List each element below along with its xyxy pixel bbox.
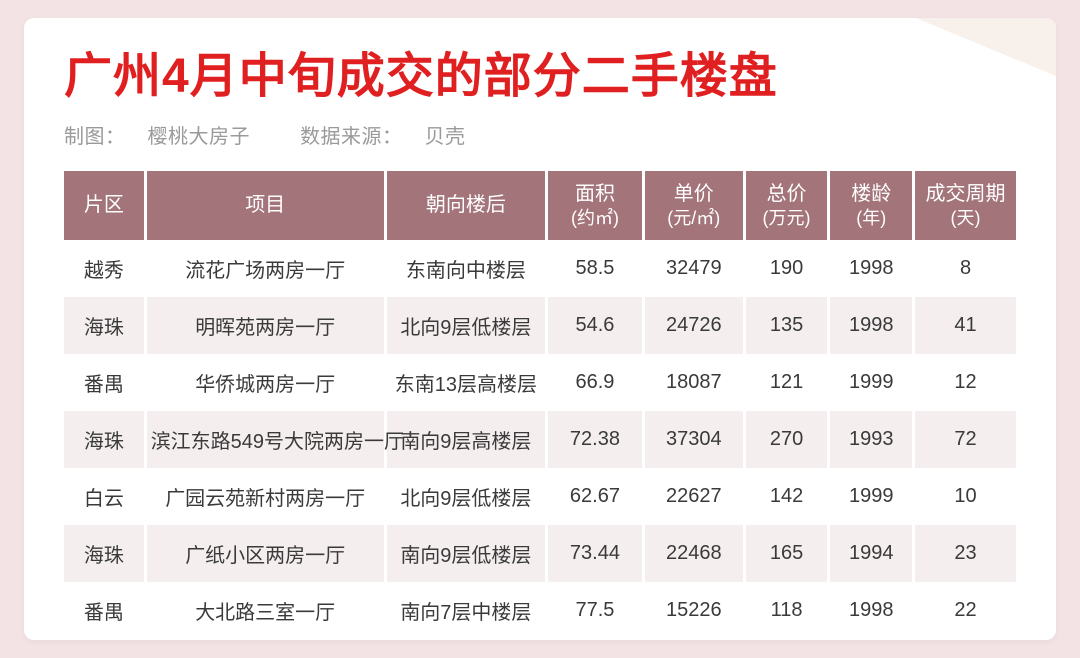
subtitle: 制图： 樱桃大房子 数据来源： 贝壳 [64, 120, 1016, 149]
table-cell: 广园云苑新村两房一厅 [147, 468, 387, 525]
table-cell: 41 [915, 297, 1016, 354]
table-row: 海珠广纸小区两房一厅南向9层低楼层73.4422468165199423 [64, 525, 1016, 582]
table-row: 海珠滨江东路549号大院两房一厅南向9层高楼层72.38373042701993… [64, 411, 1016, 468]
table-cell: 东南13层高楼层 [387, 354, 548, 411]
col-header-3: 面积(约㎡) [548, 171, 645, 240]
table-cell: 1998 [830, 582, 915, 639]
data-table-wrap: 片区项目朝向楼后面积(约㎡)单价(元/㎡)总价(万元)楼龄(年)成交周期(天) … [64, 171, 1016, 639]
table-cell: 北向9层低楼层 [387, 468, 548, 525]
table-cell: 135 [746, 297, 831, 354]
col-header-6: 楼龄(年) [830, 171, 915, 240]
table-cell: 118 [746, 582, 831, 639]
table-row: 海珠明晖苑两房一厅北向9层低楼层54.624726135199841 [64, 297, 1016, 354]
table-cell: 明晖苑两房一厅 [147, 297, 387, 354]
author-value: 樱桃大房子 [148, 126, 251, 148]
table-cell: 37304 [645, 411, 746, 468]
table-cell: 越秀 [64, 240, 147, 297]
table-cell: 广纸小区两房一厅 [147, 525, 387, 582]
table-cell: 1999 [830, 468, 915, 525]
table-cell: 15226 [645, 582, 746, 639]
table-body: 越秀流花广场两房一厅东南向中楼层58.53247919019988海珠明晖苑两房… [64, 240, 1016, 639]
author-label: 制图： [64, 126, 126, 148]
table-cell: 1994 [830, 525, 915, 582]
table-cell: 大北路三室一厅 [147, 582, 387, 639]
col-header-label: 项目 [245, 194, 285, 216]
table-cell: 62.67 [548, 468, 645, 525]
table-cell: 1998 [830, 240, 915, 297]
page-title: 广州4月中旬成交的部分二手楼盘 [64, 48, 1016, 106]
table-cell: 22627 [645, 468, 746, 525]
infographic-card: 广州4月中旬成交的部分二手楼盘 制图： 樱桃大房子 数据来源： 贝壳 片区 项目 朝向楼… [24, 18, 1056, 640]
col-header-sublabel: (约㎡) [552, 207, 638, 230]
table-cell: 165 [746, 525, 831, 582]
table-cell: 南向9层低楼层 [387, 525, 548, 582]
table-cell: 1993 [830, 411, 915, 468]
col-header-5: 总价(万元) [746, 171, 831, 240]
col-header-sublabel: (年) [834, 207, 908, 230]
table-cell: 72.38 [548, 411, 645, 468]
col-header-label: 楼龄 [851, 183, 891, 205]
col-header-label: 总价 [767, 183, 807, 205]
table-cell: 32479 [645, 240, 746, 297]
table-cell: 南向9层高楼层 [387, 411, 548, 468]
col-header-2: 朝向楼后 [387, 171, 548, 240]
table-cell: 华侨城两房一厅 [147, 354, 387, 411]
table-cell: 18087 [645, 354, 746, 411]
table-cell: 东南向中楼层 [387, 240, 548, 297]
col-header-label: 面积 [575, 183, 615, 205]
col-header-4: 单价(元/㎡) [645, 171, 746, 240]
table-cell: 77.5 [548, 582, 645, 639]
source-block: 数据来源： 贝壳 [300, 126, 488, 148]
table-cell: 8 [915, 240, 1016, 297]
table-cell: 66.9 [548, 354, 645, 411]
table-cell: 1998 [830, 297, 915, 354]
table-row: 番禺大北路三室一厅南向7层中楼层77.515226118199822 [64, 582, 1016, 639]
author-block: 制图： 樱桃大房子 [64, 126, 272, 148]
table-cell: 73.44 [548, 525, 645, 582]
table-row: 白云广园云苑新村两房一厅北向9层低楼层62.6722627142199910 [64, 468, 1016, 525]
table-cell: 58.5 [548, 240, 645, 297]
col-header-sublabel: (天) [919, 207, 1012, 230]
table-cell: 白云 [64, 468, 147, 525]
table-cell: 海珠 [64, 297, 147, 354]
col-header-sublabel: (万元) [750, 207, 824, 230]
table-cell: 番禺 [64, 354, 147, 411]
col-header-label: 朝向楼后 [426, 194, 506, 216]
table-cell: 23 [915, 525, 1016, 582]
table-cell: 190 [746, 240, 831, 297]
source-value: 贝壳 [425, 126, 466, 148]
table-cell: 流花广场两房一厅 [147, 240, 387, 297]
data-table: 片区项目朝向楼后面积(约㎡)单价(元/㎡)总价(万元)楼龄(年)成交周期(天) … [64, 171, 1016, 639]
col-header-1: 项目 [147, 171, 387, 240]
table-cell: 22468 [645, 525, 746, 582]
table-cell: 142 [746, 468, 831, 525]
table-cell: 滨江东路549号大院两房一厅 [147, 411, 387, 468]
table-cell: 121 [746, 354, 831, 411]
table-cell: 番禺 [64, 582, 147, 639]
table-row: 番禺华侨城两房一厅东南13层高楼层66.918087121199912 [64, 354, 1016, 411]
corner-accent [916, 18, 1056, 76]
col-header-label: 片区 [84, 194, 124, 216]
col-header-7: 成交周期(天) [915, 171, 1016, 240]
table-cell: 北向9层低楼层 [387, 297, 548, 354]
table-cell: 22 [915, 582, 1016, 639]
table-header: 片区项目朝向楼后面积(约㎡)单价(元/㎡)总价(万元)楼龄(年)成交周期(天) [64, 171, 1016, 240]
table-row: 越秀流花广场两房一厅东南向中楼层58.53247919019988 [64, 240, 1016, 297]
col-header-0: 片区 [64, 171, 147, 240]
table-cell: 10 [915, 468, 1016, 525]
table-cell: 12 [915, 354, 1016, 411]
table-cell: 南向7层中楼层 [387, 582, 548, 639]
table-cell: 海珠 [64, 525, 147, 582]
table-cell: 270 [746, 411, 831, 468]
col-header-sublabel: (元/㎡) [649, 207, 739, 230]
table-cell: 54.6 [548, 297, 645, 354]
table-cell: 24726 [645, 297, 746, 354]
table-cell: 72 [915, 411, 1016, 468]
table-cell: 海珠 [64, 411, 147, 468]
col-header-label: 单价 [674, 183, 714, 205]
table-cell: 1999 [830, 354, 915, 411]
col-header-label: 成交周期 [926, 183, 1006, 205]
source-label: 数据来源： [300, 126, 403, 148]
